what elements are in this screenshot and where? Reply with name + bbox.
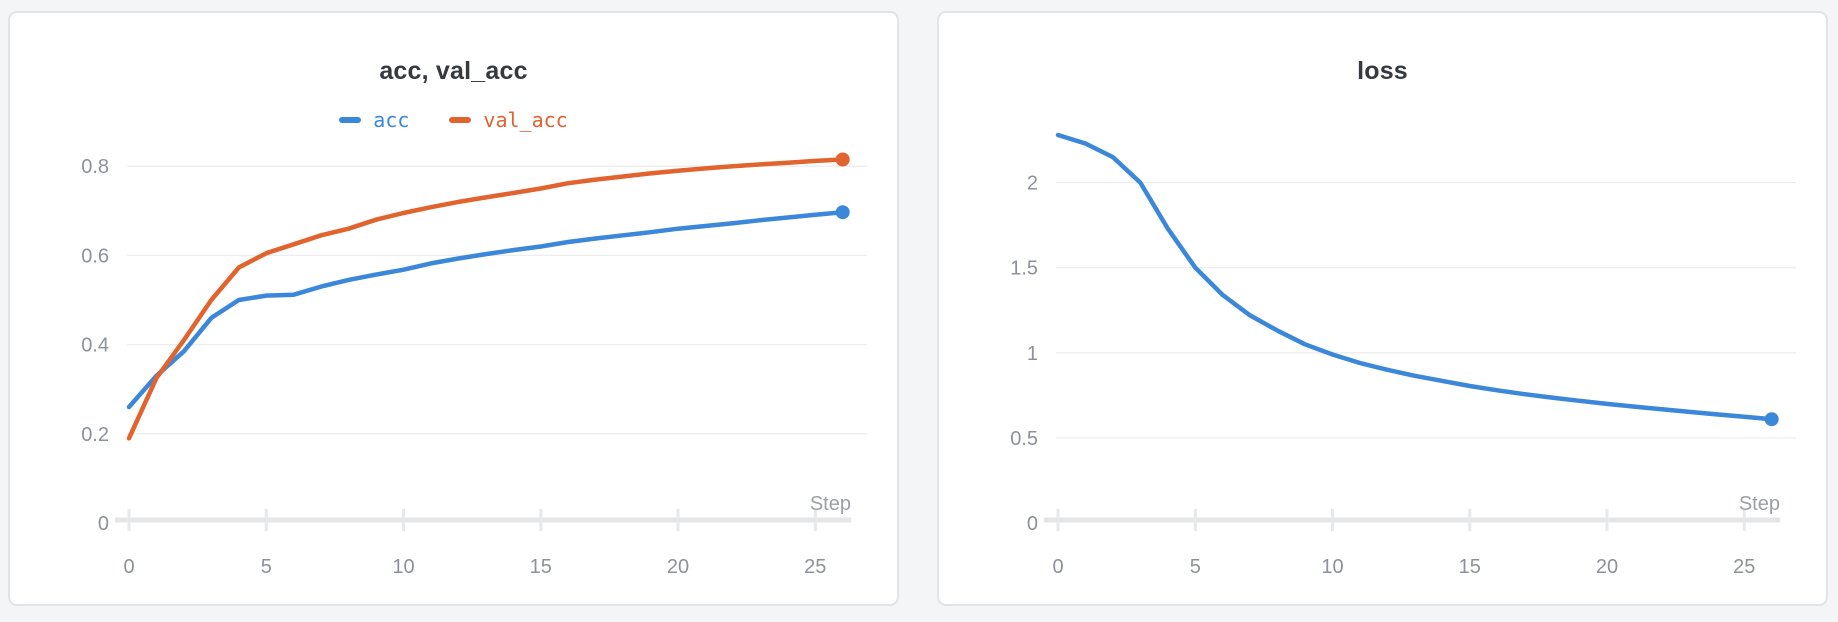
y-tick-label: 0 — [98, 513, 109, 535]
loss-plot[interactable]: 0 5 10 15 20 25 0 0.5 1 1.5 2 Step — [939, 13, 1826, 604]
acc-endpoint-dot — [835, 205, 850, 220]
y-tick-label: 0.4 — [81, 335, 109, 357]
y-tick-label: 2 — [1027, 173, 1038, 195]
x-tick-label: 10 — [392, 556, 414, 578]
chart-legend: acc val_acc — [10, 110, 897, 130]
x-axis-name: Step — [1739, 493, 1780, 515]
val_acc-endpoint-dot — [835, 152, 850, 167]
y-tick-label: 1.5 — [1010, 258, 1038, 280]
y-tick-label: 1 — [1027, 343, 1038, 365]
x-tick-label: 0 — [123, 556, 134, 578]
x-tick-label: 25 — [804, 556, 826, 578]
x-tick-label: 15 — [530, 556, 552, 578]
val_acc-line — [126, 157, 845, 441]
acc-line — [126, 209, 845, 410]
y-tick-label: 0 — [1027, 513, 1038, 535]
acc-val-acc-plot[interactable]: 0 5 10 15 20 25 0 0.2 0.4 0.6 0.8 Step — [10, 13, 897, 604]
x-axis-name: Step — [810, 493, 851, 515]
x-tick-label: 20 — [1596, 556, 1618, 578]
val_acc-legend-label: val_acc — [483, 108, 568, 132]
x-tick-label: 25 — [1733, 556, 1755, 578]
loss-line — [1055, 132, 1774, 422]
panel-loss: 0 5 10 15 20 25 0 0.5 1 1.5 2 Step loss — [937, 11, 1828, 606]
loss-endpoint-dot — [1764, 412, 1779, 427]
legend-item-acc[interactable]: acc — [339, 110, 409, 130]
acc-legend-label: acc — [373, 108, 410, 132]
acc-legend-swatch — [339, 117, 362, 123]
y-tick-label: 0.5 — [1010, 428, 1038, 450]
x-tick-label: 10 — [1321, 556, 1343, 578]
y-tick-label: 0.8 — [81, 156, 109, 178]
val_acc-legend-swatch — [449, 117, 472, 123]
panel-acc-val-acc: 0 5 10 15 20 25 0 0.2 0.4 0.6 0.8 Step acc, val_acc… — [8, 11, 899, 606]
chart-title-loss: loss — [1357, 57, 1408, 85]
x-tick-label: 15 — [1459, 556, 1481, 578]
y-tick-label: 0.2 — [81, 424, 109, 446]
x-tick-label: 5 — [1190, 556, 1201, 578]
x-tick-label: 5 — [261, 556, 272, 578]
x-tick-label: 0 — [1052, 556, 1063, 578]
legend-item-val_acc[interactable]: val_acc — [449, 108, 568, 132]
chart-title-acc-val-acc: acc, val_acc — [379, 57, 528, 85]
y-tick-label: 0.6 — [81, 245, 109, 267]
x-tick-label: 20 — [667, 556, 689, 578]
